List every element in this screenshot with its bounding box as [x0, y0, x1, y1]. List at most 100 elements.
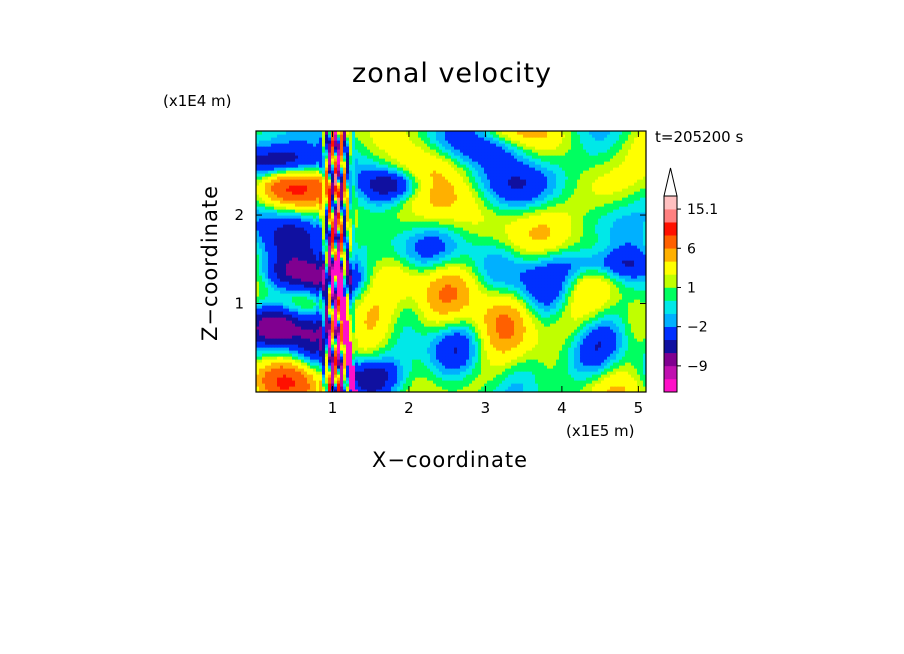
field-cell [523, 371, 527, 375]
field-cell [271, 362, 275, 366]
field-cell [481, 350, 485, 354]
field-cell [475, 356, 479, 360]
field-cell [307, 380, 311, 384]
field-cell [271, 386, 275, 390]
field-cell [517, 368, 521, 372]
field-cell [556, 344, 560, 348]
field-cell [634, 365, 638, 369]
field-cell [604, 356, 608, 360]
field-cell [436, 380, 440, 384]
field-cell [340, 359, 344, 363]
field-cell [340, 389, 344, 392]
field-cell [418, 386, 422, 390]
field-cell [457, 374, 461, 378]
field-cell [346, 353, 350, 357]
field-cell [361, 374, 365, 378]
field-cell [373, 368, 377, 372]
field-cell [268, 356, 272, 360]
field-cell [628, 371, 632, 375]
field-cell [610, 359, 614, 363]
field-cell [349, 365, 353, 369]
field-cell [499, 386, 503, 390]
field-cell [625, 386, 629, 390]
field-cell [391, 359, 395, 363]
field-cell [319, 359, 323, 363]
field-cell [451, 368, 455, 372]
field-cell [304, 368, 308, 372]
field-cell [472, 347, 476, 351]
field-cell [331, 359, 335, 363]
field-cell [409, 350, 413, 354]
field-cell [256, 365, 260, 369]
field-cell [355, 368, 359, 372]
field-cell [439, 350, 443, 354]
field-cell [535, 347, 539, 351]
field-cell [601, 344, 605, 348]
field-cell [487, 350, 491, 354]
field-cell [586, 362, 590, 366]
field-cell [310, 383, 314, 387]
field-cell [406, 365, 410, 369]
field-cell [490, 344, 494, 348]
field-cell [568, 350, 572, 354]
field-cell [304, 365, 308, 369]
field-cell [277, 359, 281, 363]
field-cell [283, 368, 287, 372]
field-cell [484, 371, 488, 375]
field-cell [313, 371, 317, 375]
field-cell [355, 365, 359, 369]
field-cell [313, 374, 317, 378]
field-cell [268, 389, 272, 392]
field-cell [259, 371, 263, 375]
field-cell [352, 389, 356, 392]
field-cell [310, 350, 314, 354]
field-cell [412, 380, 416, 384]
field-cell [634, 356, 638, 360]
field-cell [415, 368, 419, 372]
field-cell [325, 350, 329, 354]
field-cell [271, 368, 275, 372]
field-cell [550, 350, 554, 354]
field-cell [313, 380, 317, 384]
field-cell [361, 386, 365, 390]
field-cell [313, 389, 317, 392]
field-cell [460, 380, 464, 384]
field-cell [424, 356, 428, 360]
field-cell [607, 374, 611, 378]
field-cell [292, 356, 296, 360]
field-cell [331, 374, 335, 378]
field-cell [451, 365, 455, 369]
field-cell [379, 350, 383, 354]
field-cell [496, 353, 500, 357]
field-cell [529, 353, 533, 357]
field-cell [274, 344, 278, 348]
field-cell [439, 365, 443, 369]
field-cell [328, 368, 332, 372]
field-cell [637, 380, 641, 384]
field-cell [433, 386, 437, 390]
field-cell [493, 386, 497, 390]
field-cell [574, 371, 578, 375]
field-cell [457, 359, 461, 363]
field-cell [271, 383, 275, 387]
field-cell [592, 353, 596, 357]
field-cell [373, 377, 377, 381]
field-cell [616, 350, 620, 354]
field-cell [400, 347, 404, 351]
field-cell [364, 371, 368, 375]
field-cell [589, 344, 593, 348]
field-cell [532, 383, 536, 387]
field-cell [316, 377, 320, 381]
field-cell [295, 365, 299, 369]
field-cell [589, 374, 593, 378]
field-cell [421, 389, 425, 392]
field-cell [520, 377, 524, 381]
field-cell [589, 371, 593, 375]
field-cell [547, 377, 551, 381]
field-cell [514, 356, 518, 360]
field-cell [583, 362, 587, 366]
field-cell [421, 344, 425, 348]
field-cell [481, 374, 485, 378]
field-cell [349, 383, 353, 387]
field-cell [622, 362, 626, 366]
